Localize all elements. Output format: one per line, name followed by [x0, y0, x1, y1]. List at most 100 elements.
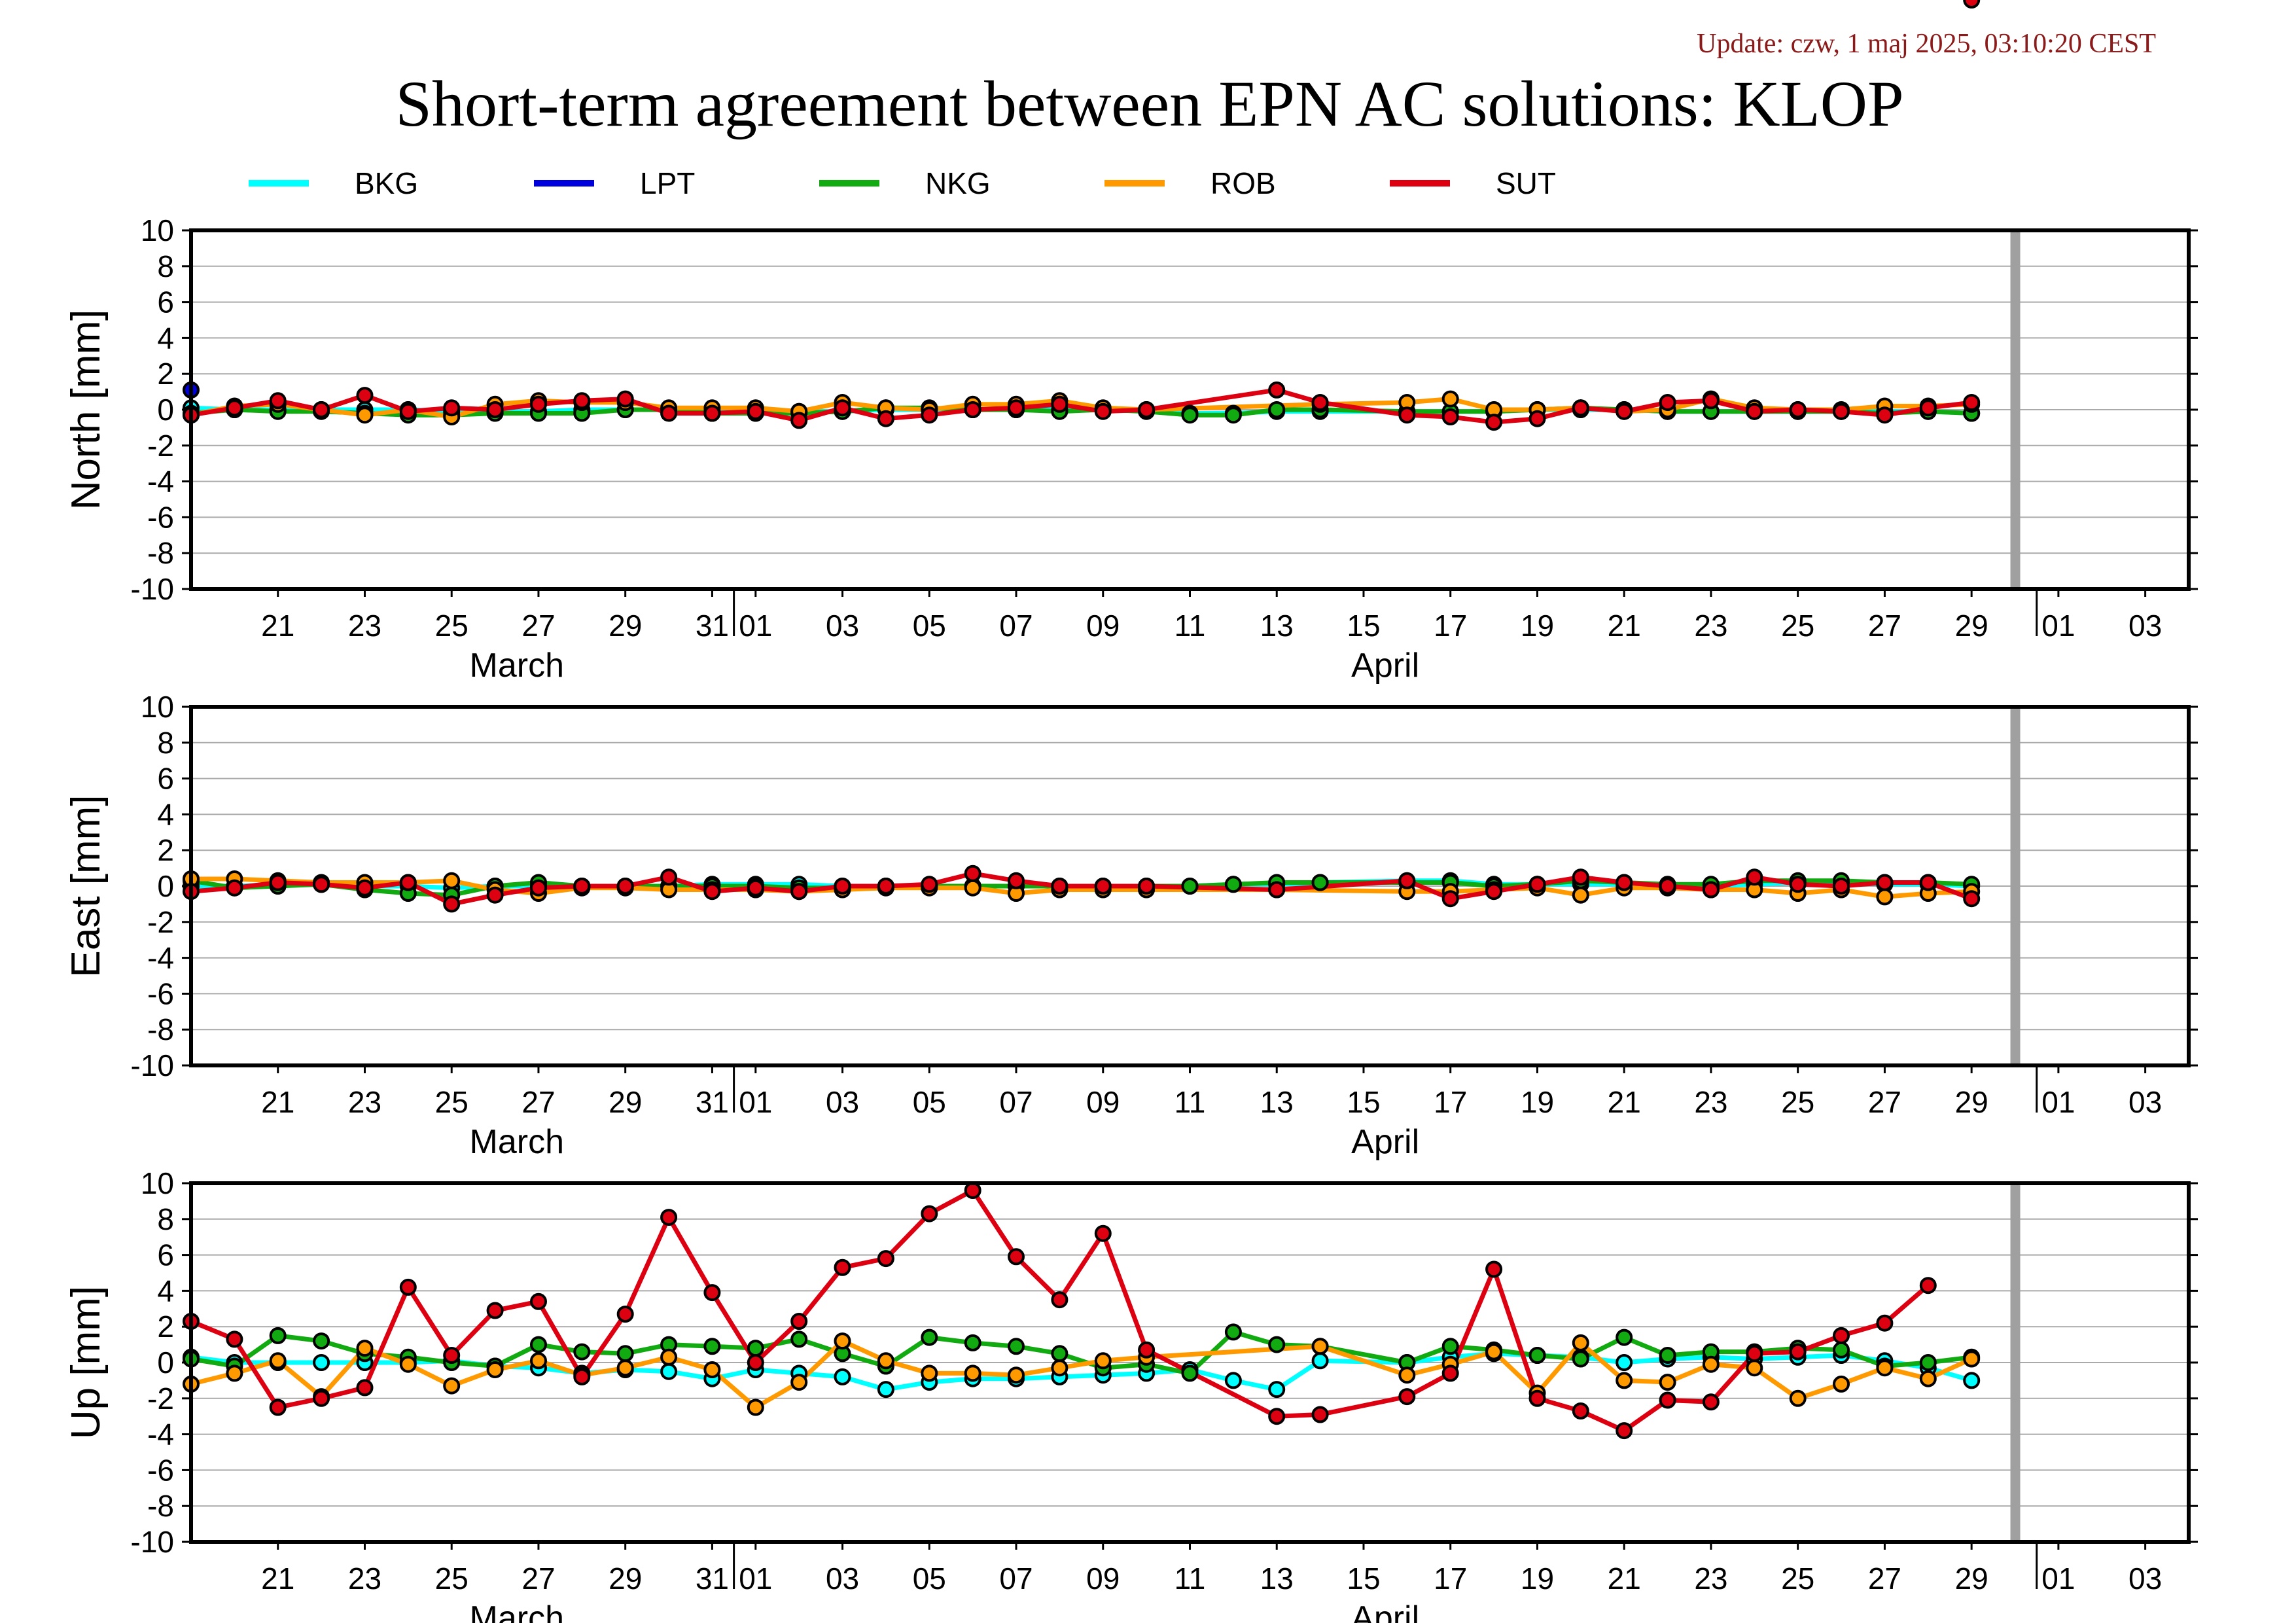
x-tick-label-up: 31 [696, 1561, 729, 1596]
data-point-sut-north [1572, 399, 1589, 417]
data-point-sut-north [1919, 399, 1937, 417]
data-point-sut-north [1876, 406, 1894, 424]
data-point-sut-up [616, 1306, 634, 1323]
data-point-sut-up [834, 1258, 851, 1276]
x-tick-label-east: 21 [1608, 1085, 1641, 1119]
x-tick-label-east: 21 [261, 1085, 294, 1119]
x-tick-label-east: 09 [1086, 1085, 1120, 1119]
x-tick-label-east: 01 [2041, 1085, 2075, 1119]
data-point-sut-north [313, 401, 330, 418]
data-point-sut-up [1138, 1341, 1156, 1359]
data-point-sut-up [1008, 1248, 1025, 1266]
data-point-sut-up [530, 1293, 547, 1310]
data-point-sut-east [1833, 878, 1850, 895]
data-point-rob-east [1572, 886, 1589, 904]
x-tick-label-up: 05 [913, 1561, 946, 1596]
data-point-sut-east [834, 878, 851, 895]
data-point-nkg-up [1051, 1345, 1069, 1363]
data-point-bkg-up [1268, 1381, 1286, 1399]
y-tick-label-east: 4 [157, 797, 174, 831]
data-point-sut-north [790, 412, 808, 429]
x-tick-label-east: 13 [1260, 1085, 1294, 1119]
data-point-sut-east [1094, 878, 1112, 895]
month-label-march-up: March [470, 1599, 564, 1623]
y-tick-label-up: 0 [157, 1346, 174, 1380]
data-point-sut-up [1833, 1327, 1850, 1344]
y-tick-label-east: 0 [157, 869, 174, 903]
x-tick-label-north: 11 [1174, 609, 1206, 643]
x-tick-label-north: 19 [1521, 609, 1554, 643]
data-point-nkg-east [1311, 874, 1329, 891]
data-point-sut-up [1485, 1260, 1503, 1278]
data-point-nkg-up [1528, 1347, 1546, 1364]
y-tick-label-up: -10 [131, 1525, 174, 1559]
legend-label-rob: ROB [1210, 166, 1276, 200]
data-point-bkg-up [1224, 1372, 1242, 1389]
data-point-sut-north [1746, 402, 1763, 420]
x-tick-label-up: 13 [1260, 1561, 1294, 1596]
data-point-sut-up [1528, 1389, 1546, 1407]
data-point-sut-east [964, 865, 981, 882]
data-point-sut-east [443, 895, 461, 913]
legend-entry-bkg: BKG [249, 166, 418, 200]
data-point-nkg-east [1181, 878, 1199, 895]
data-point-sut-up [747, 1354, 764, 1371]
data-point-sut-north [1051, 395, 1069, 413]
data-point-rob-up [226, 1364, 243, 1382]
data-point-sut-east [1963, 890, 1981, 908]
data-point-sut-up [399, 1278, 417, 1296]
x-tick-label-north: 05 [913, 609, 946, 643]
data-point-bkg-up [877, 1381, 894, 1399]
data-point-sut-east [1008, 872, 1025, 889]
data-gap-bar-north [2010, 230, 2021, 589]
x-tick-label-east: 31 [696, 1085, 729, 1119]
series-markers-north [183, 381, 1981, 431]
data-point-rob-up [790, 1374, 808, 1391]
month-label-march-north: March [470, 647, 564, 685]
data-point-sut-up [703, 1284, 721, 1302]
data-point-sut-north [921, 406, 938, 424]
data-gap-bar-east [2010, 707, 2021, 1065]
y-axis-title-north: North [mm] [63, 310, 109, 510]
data-point-sut-east [703, 883, 721, 901]
data-point-sut-east [356, 879, 374, 897]
data-point-sut-east [1528, 876, 1546, 893]
data-point-bkg-up [1311, 1352, 1329, 1370]
y-tick-label-east: -6 [147, 976, 174, 1010]
data-point-rob-up [1789, 1389, 1807, 1407]
x-tick-label-east: 29 [609, 1085, 642, 1119]
data-point-sut-north [1094, 402, 1112, 420]
data-point-sut-up [660, 1209, 678, 1226]
y-tick-label-east: -4 [147, 941, 174, 975]
x-tick-label-up: 01 [739, 1561, 772, 1596]
data-point-nkg-up [790, 1330, 808, 1348]
x-tick-label-up: 09 [1086, 1561, 1120, 1596]
data-point-nkg-up [1919, 1354, 1937, 1371]
data-point-rob-north [356, 406, 374, 424]
update-timestamp: Update: czw, 1 maj 2025, 03:10:20 CEST [1697, 29, 2156, 59]
data-point-rob-up [356, 1340, 374, 1357]
data-point-sut-up [964, 1182, 981, 1199]
data-point-nkg-up [1659, 1347, 1676, 1364]
x-tick-label-up: 25 [1781, 1561, 1814, 1596]
data-point-bkg-up [1616, 1354, 1633, 1371]
y-tick-label-east: -10 [131, 1048, 174, 1082]
data-point-rob-up [1572, 1334, 1589, 1351]
x-tick-label-east: 01 [739, 1085, 772, 1119]
data-point-nkg-up [964, 1334, 981, 1351]
x-tick-label-up: 17 [1434, 1561, 1467, 1596]
x-tick-label-north: 03 [2128, 609, 2162, 643]
x-tick-label-north: 01 [739, 609, 772, 643]
data-point-sut-north [964, 401, 981, 418]
data-point-sut-east [313, 876, 330, 893]
data-point-rob-up [921, 1364, 938, 1382]
data-point-nkg-north [1268, 401, 1286, 418]
x-tick-label-east: 05 [913, 1085, 946, 1119]
x-tick-label-north: 09 [1086, 609, 1120, 643]
data-point-sut-north [1268, 381, 1286, 399]
data-point-sut-east [616, 878, 634, 895]
data-point-nkg-up [1833, 1341, 1850, 1359]
y-tick-label-north: 6 [157, 285, 174, 319]
